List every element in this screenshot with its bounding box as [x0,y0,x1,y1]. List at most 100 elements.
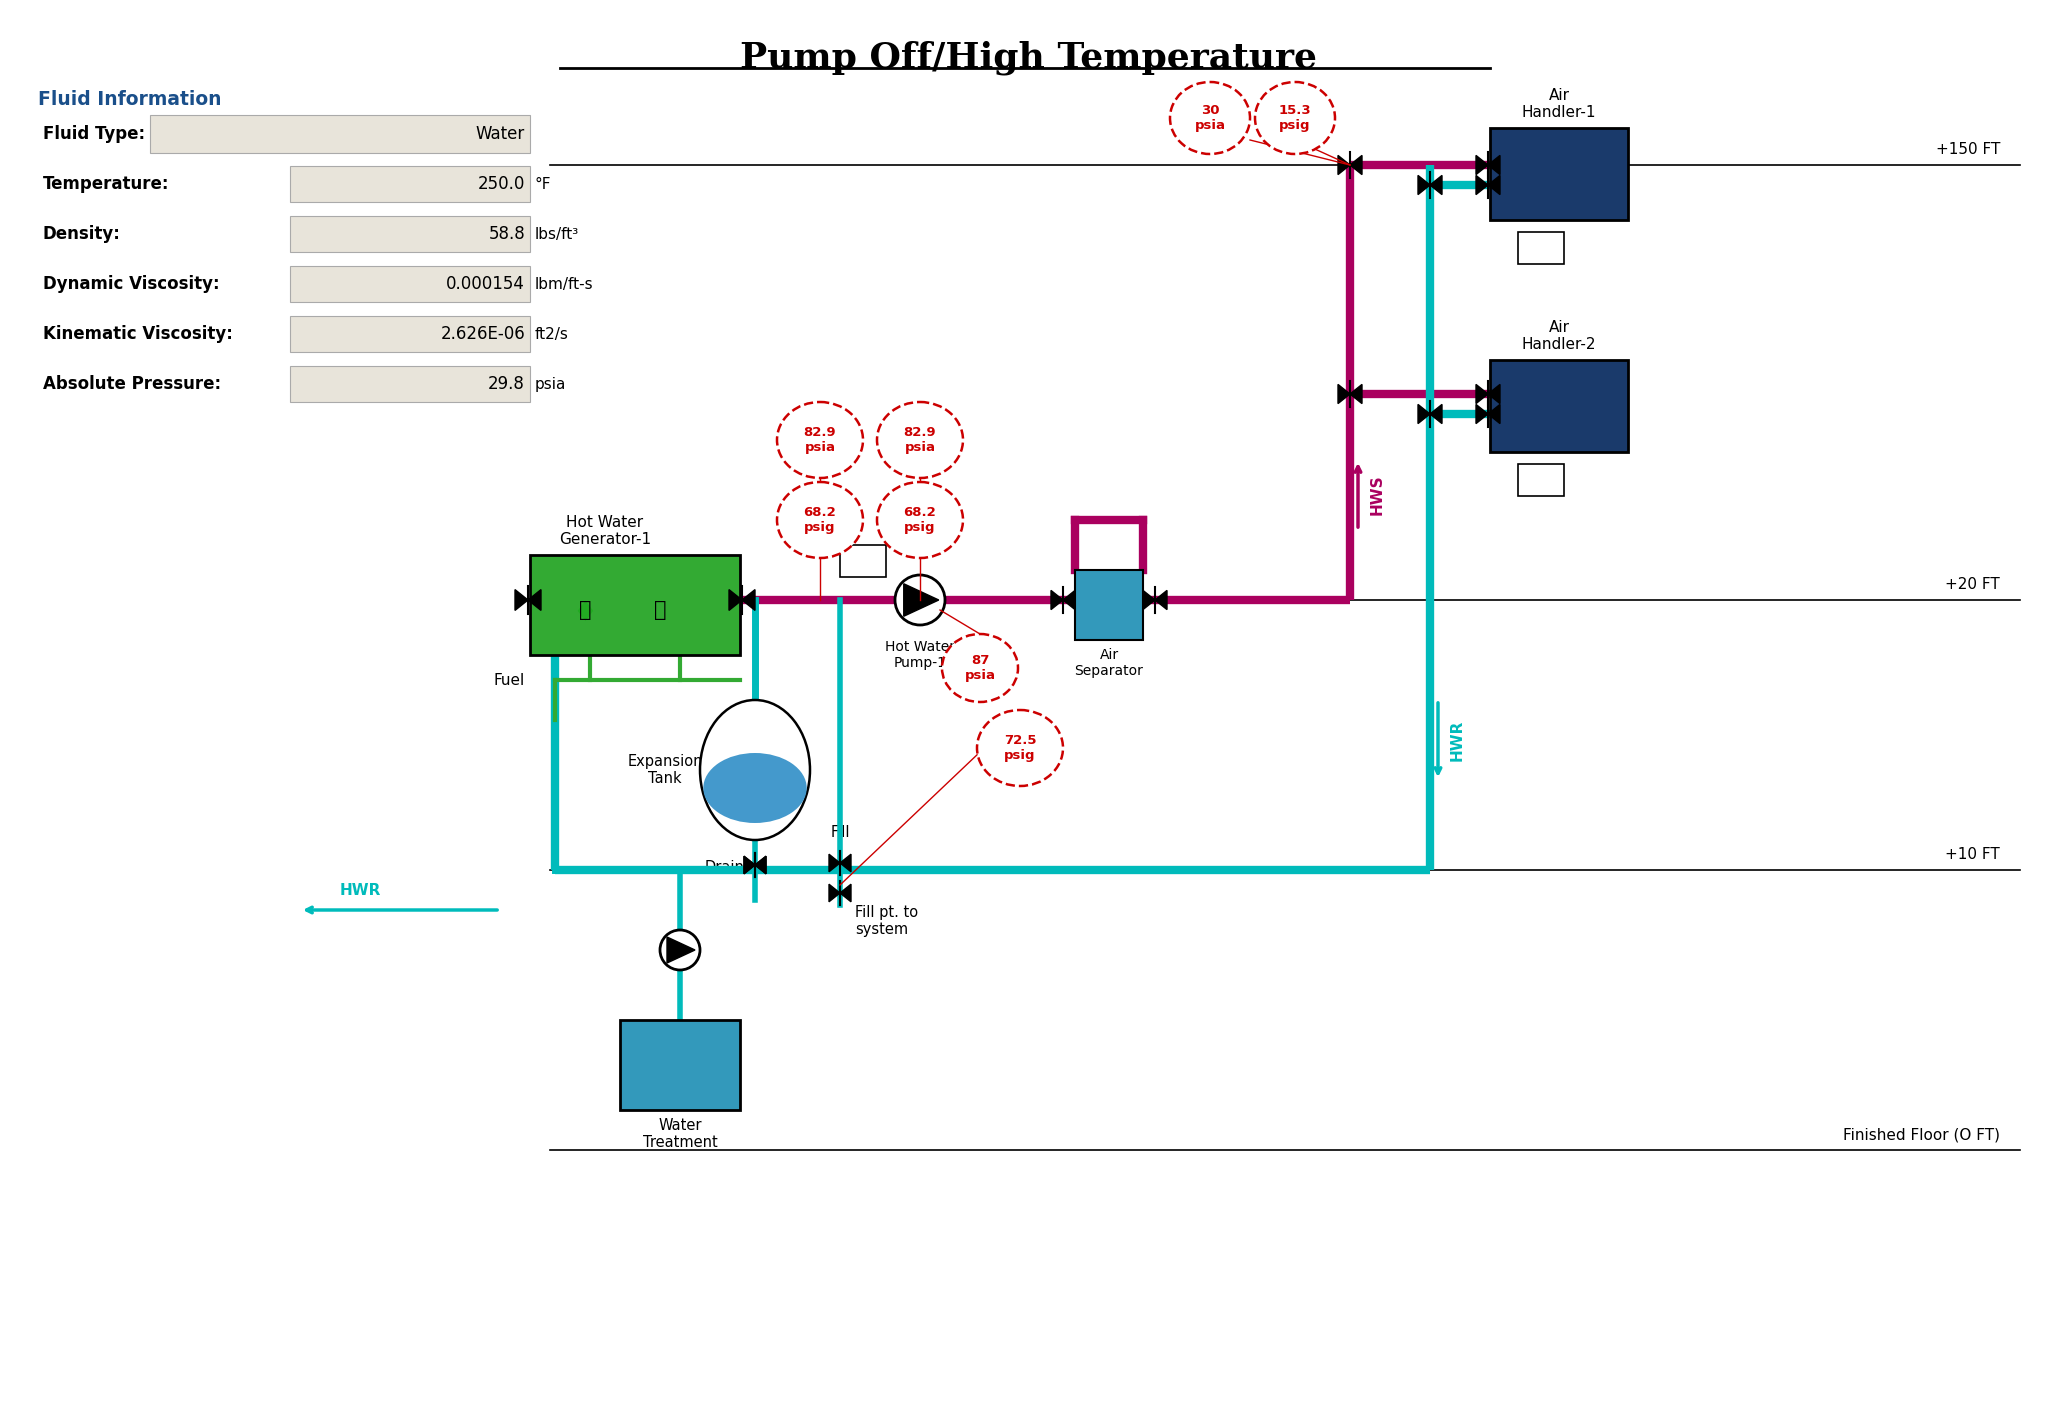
Text: Expansion
Tank: Expansion Tank [627,754,703,787]
Text: 30
psia: 30 psia [1195,104,1225,131]
Text: HWS: HWS [1369,475,1386,516]
Text: Temperature:: Temperature: [43,175,169,192]
Polygon shape [1476,405,1489,423]
FancyBboxPatch shape [290,266,530,302]
Polygon shape [1155,590,1168,610]
FancyBboxPatch shape [621,1020,740,1110]
Text: Air
Separator: Air Separator [1075,648,1143,678]
Text: M: M [855,554,870,569]
Text: 15.3
psig: 15.3 psig [1279,104,1312,131]
Polygon shape [528,590,541,610]
FancyBboxPatch shape [290,366,530,402]
Circle shape [894,576,946,626]
Polygon shape [666,938,695,963]
Text: Hot Water
Pump-1: Hot Water Pump-1 [884,640,954,670]
Text: Hot Water
Generator-1: Hot Water Generator-1 [559,514,652,547]
Ellipse shape [1170,83,1250,154]
Text: 72.5
psig: 72.5 psig [1003,734,1036,762]
Text: HWR: HWR [339,884,380,898]
Polygon shape [1143,590,1155,610]
Text: Pump Off/High Temperature: Pump Off/High Temperature [740,40,1316,74]
Text: M: M [1534,473,1548,487]
Text: 250.0: 250.0 [477,175,524,192]
Text: +150 FT: +150 FT [1935,142,2000,157]
Text: lbs/ft³: lbs/ft³ [535,227,580,241]
Text: Water: Water [475,125,524,142]
Text: °F: °F [535,177,551,191]
Polygon shape [1489,405,1501,423]
Polygon shape [1431,175,1441,195]
FancyBboxPatch shape [530,554,740,656]
Text: 87
psia: 87 psia [964,654,995,681]
Polygon shape [1489,385,1501,403]
Polygon shape [1419,405,1431,423]
FancyBboxPatch shape [1517,232,1565,264]
Circle shape [660,931,699,970]
Text: Dynamic Viscosity:: Dynamic Viscosity: [43,275,220,294]
Ellipse shape [1254,83,1334,154]
FancyBboxPatch shape [1075,570,1143,640]
Polygon shape [1338,385,1351,403]
Polygon shape [1476,175,1489,195]
FancyBboxPatch shape [1491,128,1628,219]
Ellipse shape [878,402,962,477]
Text: Density:: Density: [43,225,121,244]
FancyBboxPatch shape [150,115,530,152]
Ellipse shape [777,402,864,477]
Text: ft2/s: ft2/s [535,326,570,342]
Text: Kinematic Viscosity:: Kinematic Viscosity: [43,325,232,343]
Text: lbm/ft-s: lbm/ft-s [535,276,594,292]
Ellipse shape [878,482,962,559]
Polygon shape [1476,385,1489,403]
Text: Air
Handler-2: Air Handler-2 [1521,319,1595,352]
Text: 29.8: 29.8 [487,375,524,393]
Text: Fill: Fill [831,825,849,839]
Polygon shape [755,856,767,874]
Polygon shape [1431,405,1441,423]
Polygon shape [1351,385,1361,403]
Text: Finished Floor (O FT): Finished Floor (O FT) [1842,1127,2000,1141]
Polygon shape [730,590,742,610]
Text: Fill pt. to
system: Fill pt. to system [855,905,919,938]
Polygon shape [905,584,940,616]
FancyBboxPatch shape [290,165,530,202]
Text: Fuel: Fuel [493,673,524,688]
Text: M: M [1534,241,1548,255]
Polygon shape [1489,175,1501,195]
Text: +10 FT: +10 FT [1945,846,2000,862]
Polygon shape [841,884,851,902]
Text: Fluid Information: Fluid Information [37,90,222,108]
Text: 2.626E-06: 2.626E-06 [440,325,524,343]
Polygon shape [1419,175,1431,195]
FancyBboxPatch shape [290,316,530,352]
Text: Absolute Pressure:: Absolute Pressure: [43,375,222,393]
Text: ♦: ♦ [572,598,598,627]
FancyBboxPatch shape [841,544,886,577]
Ellipse shape [977,710,1063,787]
Text: +20 FT: +20 FT [1945,577,2000,591]
Text: 68.2
psig: 68.2 psig [905,506,935,534]
Ellipse shape [942,634,1018,703]
Polygon shape [744,856,755,874]
Text: Fluid Type:: Fluid Type: [43,125,146,142]
Text: 🔥: 🔥 [654,600,666,620]
Ellipse shape [699,700,810,839]
Polygon shape [742,590,755,610]
Text: 68.2
psig: 68.2 psig [804,506,837,534]
Polygon shape [1489,155,1501,175]
Polygon shape [829,854,841,872]
Ellipse shape [703,752,806,824]
Polygon shape [1476,155,1489,175]
Polygon shape [514,590,528,610]
FancyBboxPatch shape [1517,465,1565,496]
Polygon shape [1338,155,1351,175]
Text: psia: psia [535,376,565,392]
Text: Water
Treatment: Water Treatment [644,1119,718,1150]
FancyBboxPatch shape [290,217,530,252]
Text: HWR: HWR [1449,720,1466,761]
Text: 82.9
psia: 82.9 psia [905,426,935,453]
Ellipse shape [777,482,864,559]
Polygon shape [744,856,755,874]
Polygon shape [1063,590,1075,610]
Polygon shape [829,884,841,902]
